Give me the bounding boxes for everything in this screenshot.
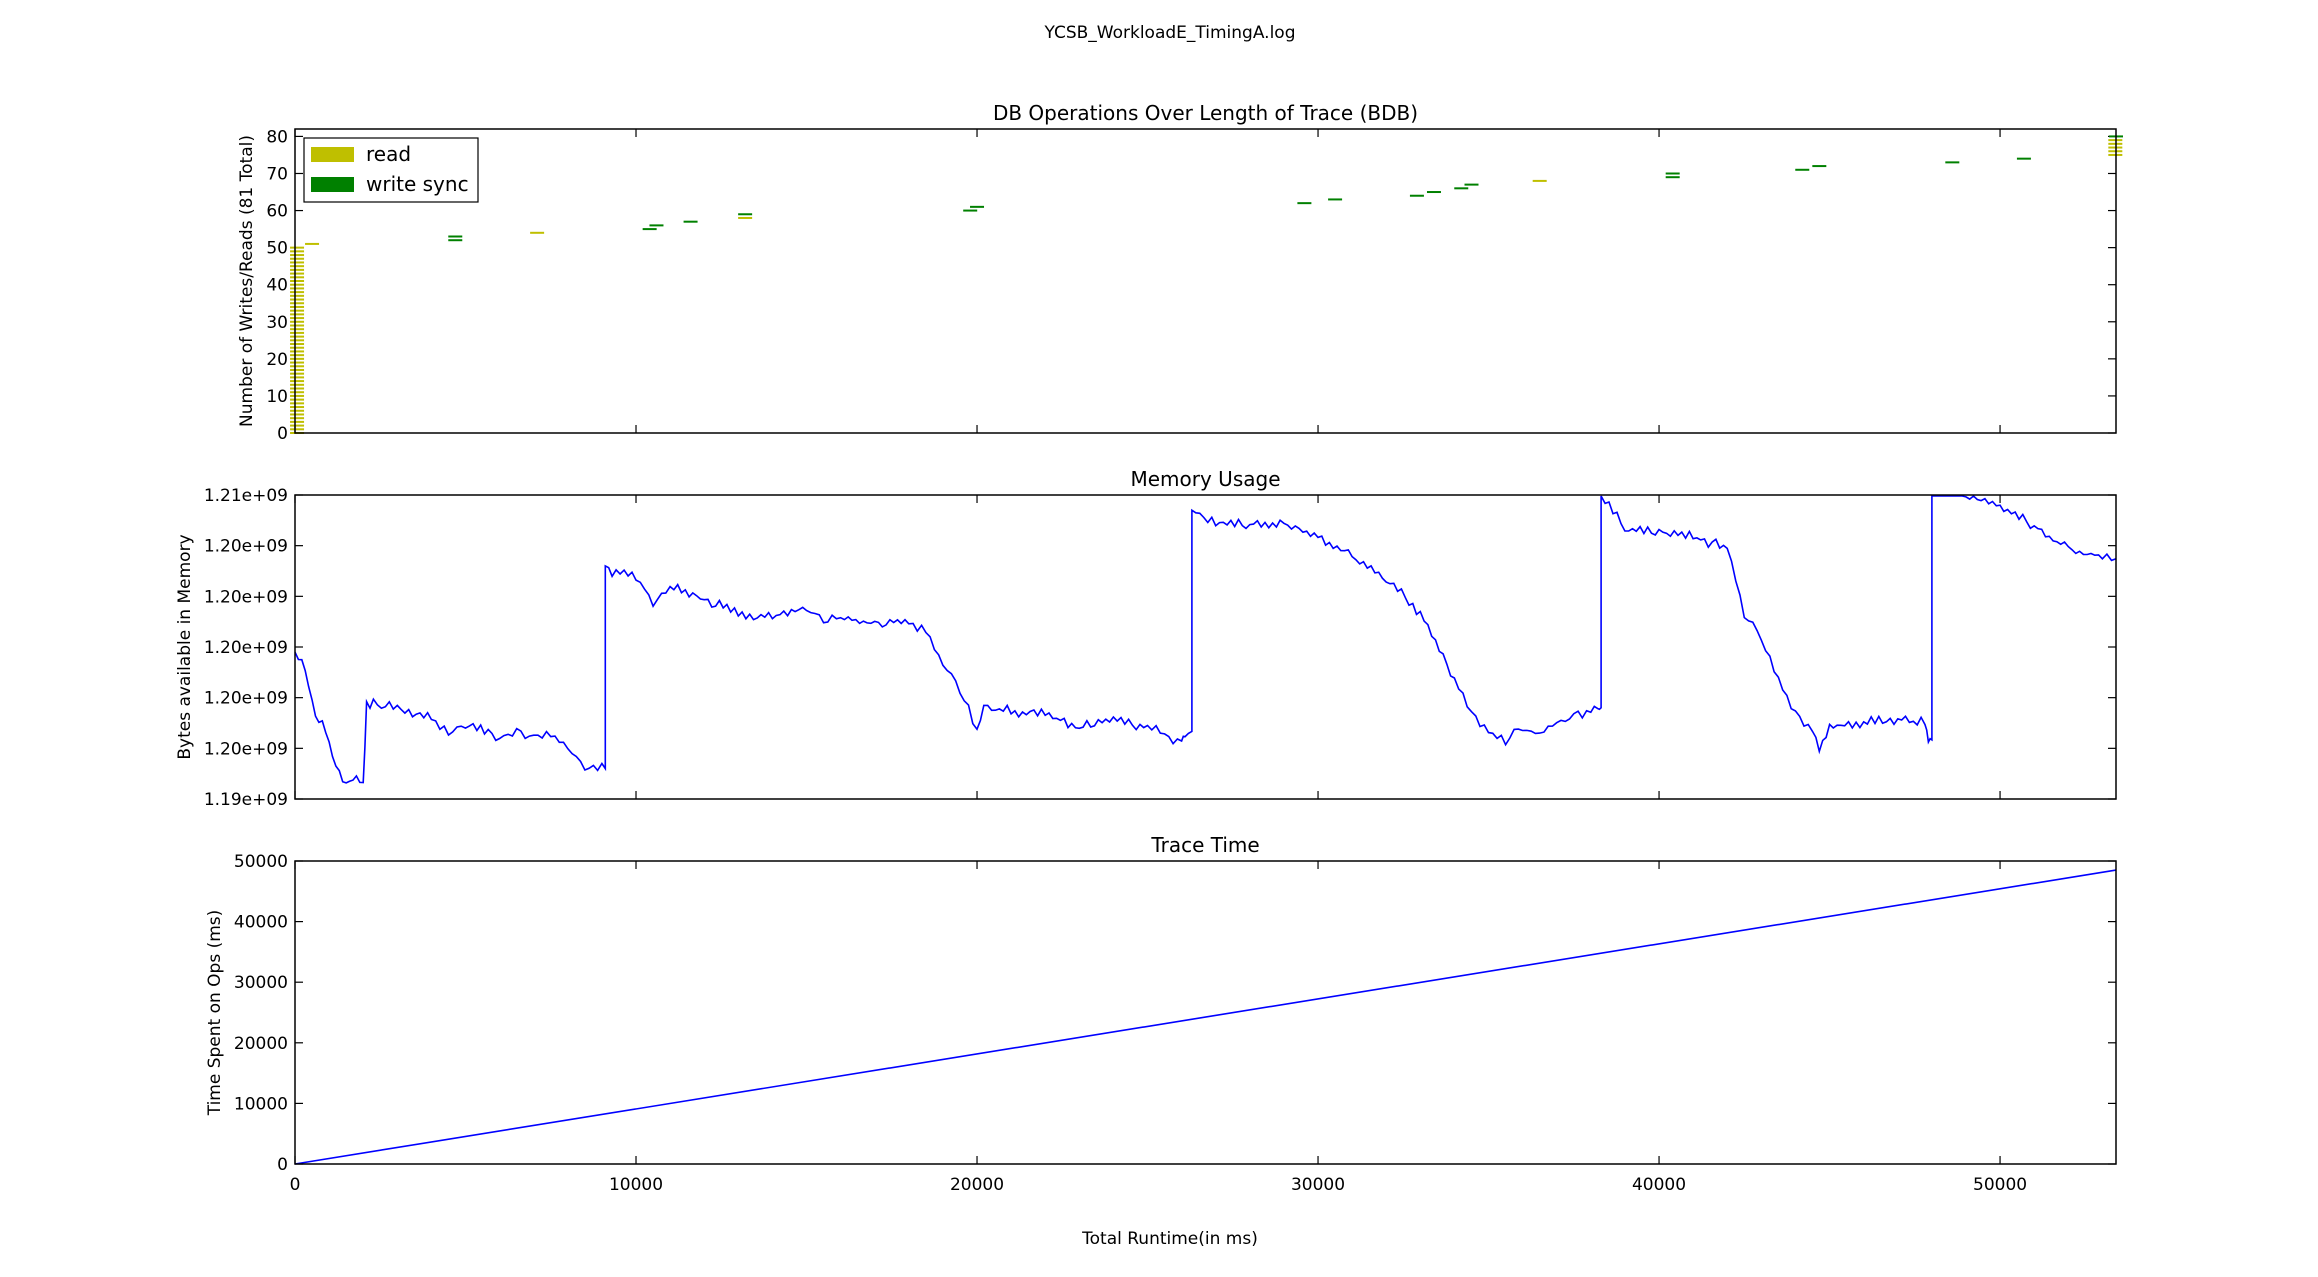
y-tick-label: 60 [266, 202, 288, 222]
y-tick-label: 30000 [234, 973, 288, 993]
data-line [294, 494, 2117, 784]
y-tick-label: 1.20e+09 [204, 537, 288, 557]
y-tick-label: 1.20e+09 [204, 638, 288, 658]
y-tick-label: 50000 [234, 852, 288, 872]
x-tick-label: 10000 [609, 1175, 663, 1195]
memory-chart-panel: Memory Usage Bytes available in Memory 1.1… [175, 467, 2117, 810]
x-tick-label: 30000 [1291, 1175, 1345, 1195]
plot-frame [294, 494, 2117, 800]
y-tick-label: 50 [266, 239, 288, 259]
y-tick-label: 1.20e+09 [204, 739, 288, 759]
y-tick-label: 1.21e+09 [204, 486, 288, 506]
y-tick-label: 1.20e+09 [204, 587, 288, 607]
y-axis-label: Time Spent on Ops (ms) [205, 910, 225, 1117]
y-tick-label: 70 [266, 164, 288, 184]
x-tick-label: 40000 [1632, 1175, 1686, 1195]
y-tick-label: 10 [266, 387, 288, 407]
y-tick-label: 1.19e+09 [204, 790, 288, 810]
figure-title: YCSB_WorkloadE_TimingA.log [1044, 23, 1296, 43]
x-tick-label: 0 [290, 1175, 301, 1195]
y-tick-label: 1.20e+09 [204, 689, 288, 709]
chart-title: Memory Usage [1130, 467, 1280, 491]
y-tick-label: 20000 [234, 1034, 288, 1054]
y-tick-label: 30 [266, 313, 288, 333]
y-tick-label: 0 [277, 424, 288, 444]
ops-chart-panel: DB Operations Over Length of Trace (BDB)… [237, 101, 2123, 444]
legend-label: read [366, 142, 411, 166]
shared-x-axis-label: Total Runtime(in ms) [1081, 1229, 1258, 1249]
trace-time-chart-panel: Trace Time Time Spent on Ops (ms) 0 10000 20… [205, 833, 2117, 1195]
chart-title: Trace Time [1150, 833, 1259, 857]
legend-swatch-read [311, 147, 354, 162]
plot-frame [294, 128, 2117, 434]
x-tick-label: 50000 [1973, 1175, 2027, 1195]
y-axis-label: Number of Writes/Reads (81 Total) [237, 135, 257, 427]
y-tick-label: 0 [277, 1155, 288, 1175]
y-tick-label: 40 [266, 276, 288, 296]
y-tick-label: 10000 [234, 1094, 288, 1114]
x-tick-label: 20000 [950, 1175, 1004, 1195]
legend-swatch-write-sync [311, 177, 354, 192]
y-tick-label: 40000 [234, 913, 288, 933]
data-line [294, 869, 2117, 1165]
chart-title: DB Operations Over Length of Trace (BDB) [993, 101, 1418, 125]
y-axis-label: Bytes available in Memory [175, 534, 195, 759]
chart-legend: read write sync [303, 137, 479, 203]
legend-label: write sync [366, 172, 469, 196]
plot-frame [294, 860, 2117, 1165]
y-tick-label: 80 [266, 127, 288, 147]
y-tick-label: 20 [266, 350, 288, 370]
